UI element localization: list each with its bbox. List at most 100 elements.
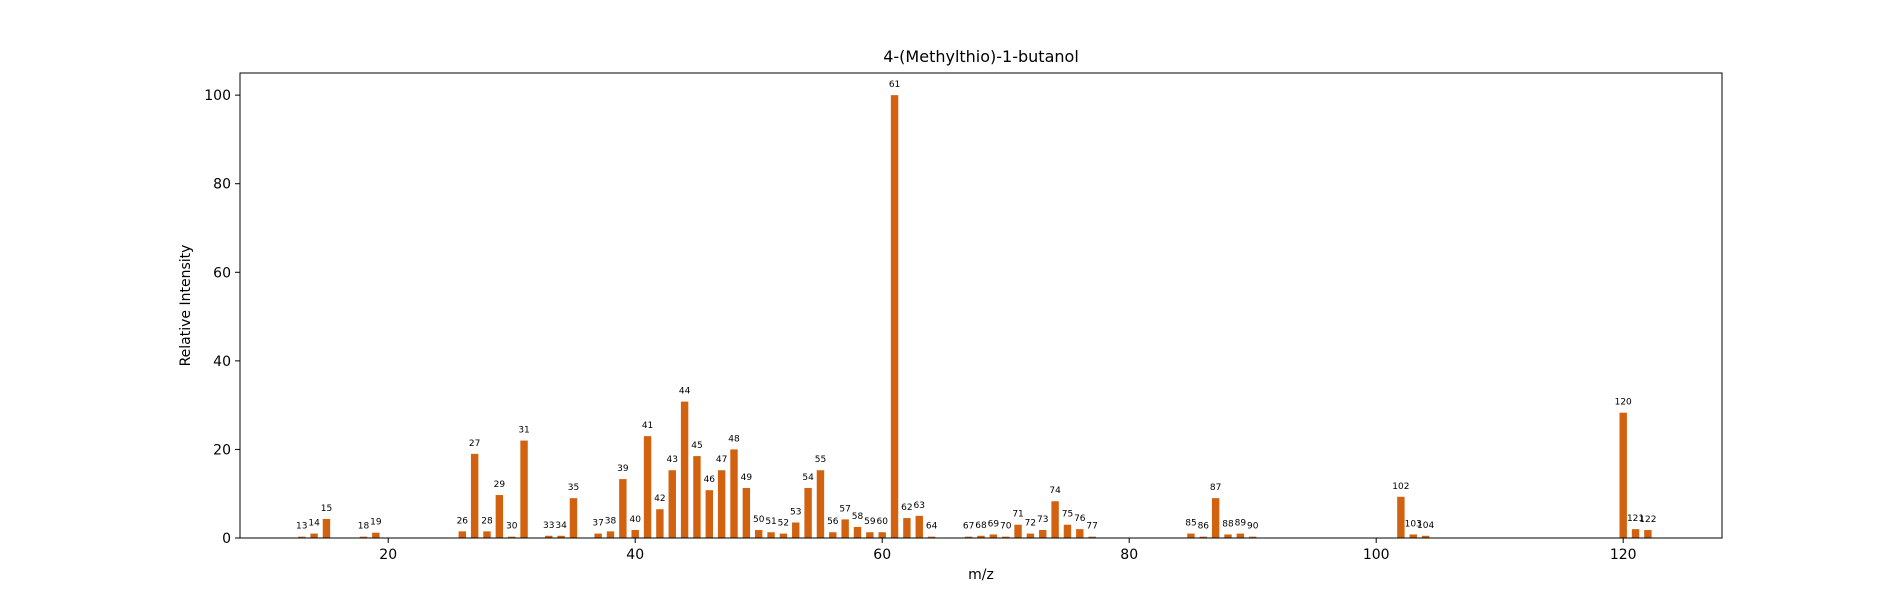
bar-mz-39	[619, 479, 627, 538]
x-tick-label: 20	[379, 547, 397, 563]
bar-label-mz-102: 102	[1392, 482, 1409, 492]
bar-mz-68	[977, 535, 985, 538]
bar-mz-26	[458, 531, 467, 538]
bar-label-mz-57: 57	[839, 504, 850, 514]
bar-mz-67	[964, 536, 973, 538]
bar-mz-42	[656, 509, 664, 538]
bar-mz-69	[989, 534, 998, 538]
bar-mz-44	[680, 401, 689, 538]
bar-mz-35	[569, 498, 578, 538]
bar-label-mz-52: 52	[778, 519, 789, 529]
bar-label-mz-44: 44	[679, 387, 691, 397]
bar-mz-75	[1063, 524, 1072, 538]
bar-label-mz-40: 40	[629, 515, 641, 525]
bar-label-mz-58: 58	[852, 512, 864, 522]
x-axis-ticks: 20 40 60 80 100 120	[379, 538, 1637, 563]
bar-mz-73	[1039, 530, 1047, 538]
bar-mz-38	[606, 531, 615, 538]
bar-mz-27	[470, 453, 479, 538]
bar-mz-53	[792, 522, 800, 538]
bar-mz-45	[693, 456, 701, 538]
bar-label-mz-39: 39	[617, 464, 629, 474]
bar-mz-104	[1421, 535, 1430, 538]
bar-mz-102	[1397, 496, 1405, 538]
bar-label-mz-51: 51	[765, 517, 776, 527]
y-axis-ticks: 0 20 40 60 80 100	[204, 88, 240, 547]
bar-label-mz-55: 55	[815, 455, 826, 465]
bar-label-mz-62: 62	[901, 503, 912, 513]
bar-mz-63	[915, 515, 923, 538]
bar-mz-74	[1051, 501, 1059, 538]
bar-label-mz-41: 41	[642, 421, 653, 431]
bar-mz-76	[1076, 529, 1084, 538]
bar-label-mz-89: 89	[1235, 519, 1247, 529]
bar-label-mz-72: 72	[1025, 519, 1036, 529]
bar-mz-33	[545, 535, 553, 538]
bar-mz-89	[1236, 533, 1245, 538]
bar-mz-88	[1224, 534, 1232, 538]
bar-label-mz-29: 29	[494, 480, 506, 490]
bar-mz-51	[767, 532, 775, 538]
bar-mz-48	[730, 449, 738, 538]
bar-mz-90	[1248, 536, 1257, 538]
bar-label-mz-104: 104	[1417, 521, 1434, 531]
bar-mz-14	[310, 533, 318, 538]
bar-mz-77	[1088, 536, 1096, 538]
bar-label-mz-50: 50	[753, 515, 765, 525]
x-tick-label: 100	[1363, 547, 1390, 563]
bar-label-mz-47: 47	[716, 455, 727, 465]
bar-label-mz-18: 18	[358, 522, 370, 532]
x-axis-label: m/z	[968, 567, 994, 583]
bars-group	[298, 95, 1652, 539]
bar-mz-29	[495, 495, 504, 538]
bar-label-mz-76: 76	[1074, 514, 1086, 524]
bar-label-mz-14: 14	[308, 519, 320, 529]
bar-mz-70	[1001, 536, 1010, 538]
bar-label-mz-31: 31	[518, 426, 529, 436]
bar-mz-121	[1631, 529, 1640, 538]
bar-label-mz-33: 33	[543, 521, 554, 531]
bar-label-mz-19: 19	[370, 518, 382, 528]
y-tick-label: 100	[204, 88, 231, 104]
bar-label-mz-63: 63	[914, 501, 925, 511]
bar-label-mz-64: 64	[926, 522, 938, 532]
bar-mz-40	[631, 530, 639, 538]
y-tick-label: 80	[213, 177, 231, 193]
bar-mz-85	[1187, 533, 1195, 538]
bar-mz-60	[878, 532, 886, 538]
bar-mz-55	[816, 470, 825, 538]
bar-label-mz-49: 49	[741, 473, 753, 483]
bar-label-mz-48: 48	[728, 434, 740, 444]
bar-label-mz-27: 27	[469, 439, 480, 449]
bar-label-mz-73: 73	[1037, 515, 1048, 525]
bar-mz-103	[1409, 534, 1417, 538]
bar-label-mz-67: 67	[963, 522, 974, 532]
bar-label-mz-43: 43	[667, 455, 678, 465]
bar-mz-57	[841, 519, 849, 538]
bar-mz-19	[372, 532, 380, 538]
bar-label-mz-74: 74	[1049, 486, 1061, 496]
bar-label-mz-56: 56	[827, 517, 839, 527]
bar-mz-59	[866, 532, 874, 538]
bar-label-mz-13: 13	[296, 522, 307, 532]
bar-label-mz-35: 35	[568, 483, 579, 493]
bar-mz-61	[890, 95, 899, 539]
bar-label-mz-88: 88	[1222, 519, 1234, 529]
bar-label-mz-60: 60	[876, 517, 888, 527]
bar-label-mz-30: 30	[506, 522, 518, 532]
bar-mz-87	[1211, 498, 1220, 538]
bar-mz-31	[520, 440, 528, 538]
y-tick-label: 40	[213, 354, 231, 370]
bar-label-mz-90: 90	[1247, 522, 1259, 532]
bar-mz-72	[1026, 533, 1035, 538]
x-tick-label: 120	[1610, 547, 1637, 563]
bar-label-mz-42: 42	[654, 494, 665, 504]
bar-label-mz-85: 85	[1185, 519, 1196, 529]
bar-mz-49	[742, 487, 751, 538]
plot-frame	[239, 72, 1723, 539]
bar-label-mz-37: 37	[592, 519, 603, 529]
y-tick-label: 20	[213, 442, 231, 458]
bar-mz-18	[359, 536, 368, 538]
bar-label-mz-69: 69	[988, 519, 1000, 529]
